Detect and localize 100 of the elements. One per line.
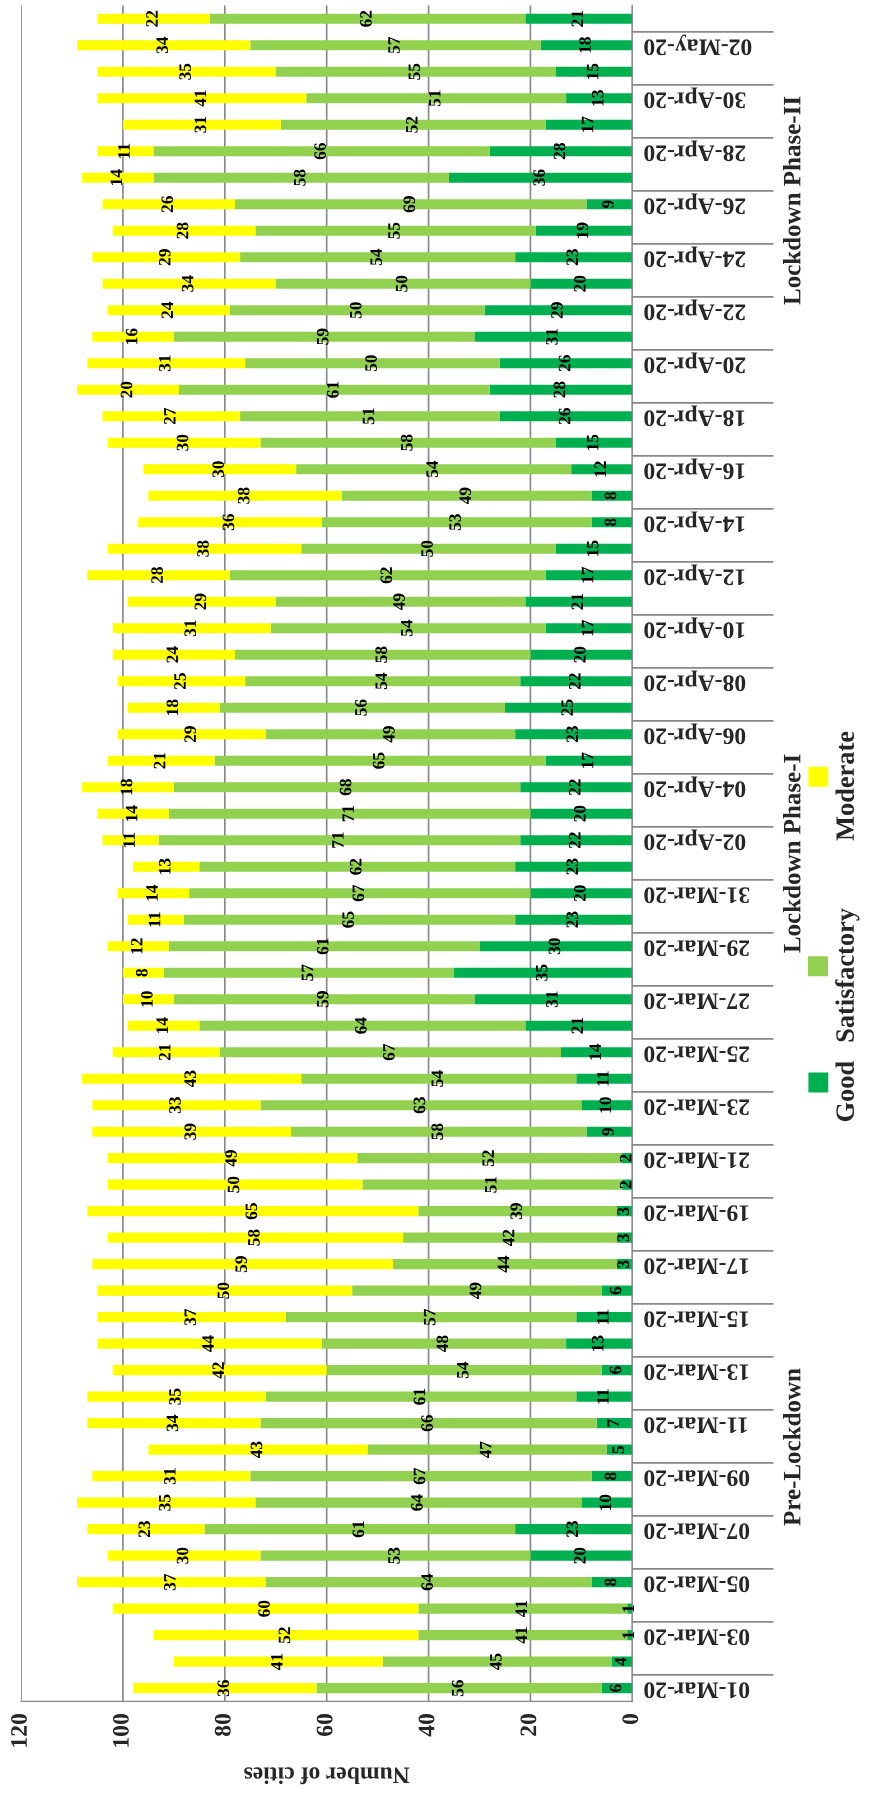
data-label: 23 [566,858,579,875]
data-label: 41 [271,1653,283,1671]
data-label: 35 [179,63,191,80]
data-label: 67 [352,884,365,902]
data-label: 52 [278,1627,291,1644]
data-label: 8 [604,1578,617,1586]
data-label: 11 [597,1071,609,1086]
data-label: 35 [535,964,548,981]
data-label: 34 [156,36,169,54]
data-label: 25 [561,699,573,716]
y-tick-label: 20-Apr-20 [644,352,746,374]
data-label: 17 [581,116,594,132]
data-label: 9 [602,200,614,209]
data-label: 21 [571,593,584,610]
data-label: 20 [120,381,133,398]
data-label: 58 [293,169,306,186]
data-label: 31 [546,328,558,345]
y-tick-label: 26-Apr-20 [644,193,746,215]
data-label: 24 [161,301,173,319]
y-tick-label: 30-Apr-20 [644,87,746,109]
data-label: 20 [574,885,586,902]
data-label: 50 [217,1282,230,1299]
y-tick-label: 28-Apr-20 [644,140,746,162]
data-label: 18 [579,37,591,53]
data-label: 15 [586,540,599,556]
data-label: 20 [574,805,586,822]
data-label: 8 [135,968,148,977]
data-label: 35 [169,1388,181,1405]
data-label: 6 [609,1286,622,1295]
data-label: 13 [158,858,171,874]
data-label: 28 [553,143,566,160]
data-label: 15 [586,63,599,79]
data-label: 54 [426,460,438,478]
data-label: 65 [245,1203,258,1220]
data-label: 22 [146,10,158,27]
y-tick-label: 12-Apr-20 [644,564,745,586]
data-label: 16 [125,328,138,344]
data-label: 24 [166,646,179,663]
data-label: 15 [586,434,599,450]
data-label: 61 [316,938,329,955]
y-tick-label: 08-Apr-20 [644,670,746,692]
data-label: 23 [566,1521,579,1538]
data-label: 10 [599,1097,612,1113]
y-tick-label: 18-Apr-20 [644,405,745,427]
data-label: 13 [591,1335,604,1351]
data-label: 67 [383,1043,395,1061]
data-label: 55 [388,222,400,239]
data-label: 1 [622,1605,634,1612]
data-label: 3 [617,1260,630,1268]
data-label: 2 [619,1154,632,1162]
data-label: 5 [612,1445,624,1454]
y-tick-label: 06-Apr-20 [644,723,746,745]
y-tick-label: 01-Mar-20 [644,1682,750,1699]
data-label: 30 [212,461,225,478]
y-tick-label: 13-Mar-20 [644,1364,749,1381]
data-label: 3 [617,1233,630,1242]
data-label: 26 [161,196,174,213]
data-label: 59 [316,991,329,1008]
data-label: 54 [370,248,382,266]
bar [576,1073,633,1084]
data-label: 31 [194,116,207,133]
data-label: 29 [551,302,563,319]
data-label: 31 [184,620,197,637]
data-label: 10 [599,1494,612,1510]
data-label: 54 [400,619,413,637]
data-label: 56 [451,1679,464,1697]
y-tick-label: 23-Mar-20 [644,1099,750,1116]
data-label: 14 [125,805,138,821]
data-label: 52 [482,1150,495,1167]
data-label: 50 [421,540,433,557]
x-tick-label: 20 [520,1714,537,1736]
data-label: 54 [456,1361,469,1379]
y-tick-label: 17-Mar-20 [644,1258,749,1275]
data-label: 22 [568,673,581,690]
x-tick-label: 40 [418,1714,435,1737]
data-label: 34 [166,1414,179,1432]
data-label: 42 [502,1229,515,1247]
legend-label: Satisfactory [835,908,860,1042]
y-tick-label: 07-Mar-20 [644,1523,750,1540]
data-label: 58 [431,1123,444,1140]
x-tick-label: 80 [214,1714,231,1737]
data-label: 19 [576,222,589,238]
data-label: 21 [158,1044,171,1061]
data-label: 65 [372,752,385,769]
data-label: 6 [609,1684,622,1692]
data-label: 38 [197,540,209,557]
text: Pre-Lockdown [782,1368,801,1526]
data-label: 20 [574,275,586,292]
data-label: 43 [250,1441,263,1459]
data-label: 57 [423,1308,436,1326]
data-label: 30 [548,938,561,955]
data-label: 23 [566,726,579,743]
x-tick-label: 120 [11,1714,27,1747]
y-tick-label: 15-Mar-20 [644,1311,749,1328]
data-label: 26 [558,355,571,372]
data-label: 21 [571,10,584,27]
data-label: 10 [141,991,153,1007]
data-label: 71 [342,805,354,822]
data-label: 26 [558,408,571,425]
data-label: 38 [237,487,250,504]
